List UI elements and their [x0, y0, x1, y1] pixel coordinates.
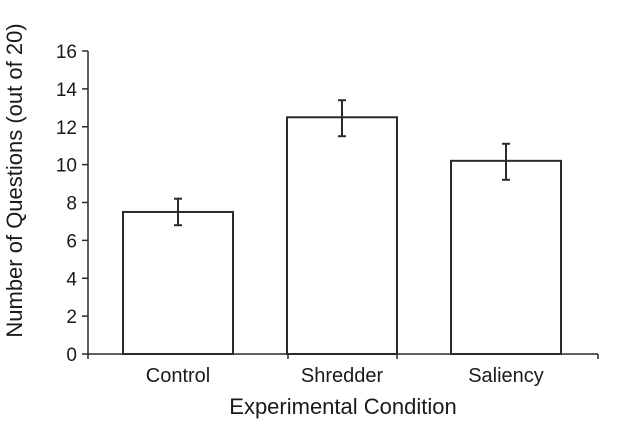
- bar-saliency: [450, 159, 562, 355]
- bar-shredder: [286, 116, 398, 355]
- y-tick-label-12: 12: [56, 118, 77, 139]
- labels-group: Control Shredder Saliency 0 2 4 6 8 10 12 14 16: [56, 42, 544, 387]
- x-axis-title: Experimental Condition: [229, 394, 456, 419]
- y-tick-label-2: 2: [66, 307, 77, 328]
- axes-group: [82, 50, 599, 359]
- y-tick-label-4: 4: [66, 269, 77, 290]
- y-tick-label-6: 6: [66, 231, 77, 252]
- bar-control: [122, 210, 234, 355]
- bars-group: [122, 116, 562, 355]
- y-tick-label-14: 14: [56, 80, 78, 101]
- y-axis-title: Number of Questions (out of 20): [2, 23, 27, 337]
- y-tick-label-0: 0: [66, 345, 77, 366]
- error-bars-group: [174, 99, 510, 227]
- x-tick-label-saliency: Saliency: [468, 365, 544, 387]
- y-tick-label-16: 16: [56, 42, 77, 63]
- x-tick-label-shredder: Shredder: [301, 365, 384, 387]
- y-tick-label-10: 10: [56, 156, 77, 177]
- x-tick-label-control: Control: [146, 365, 210, 387]
- y-tick-label-8: 8: [66, 194, 77, 215]
